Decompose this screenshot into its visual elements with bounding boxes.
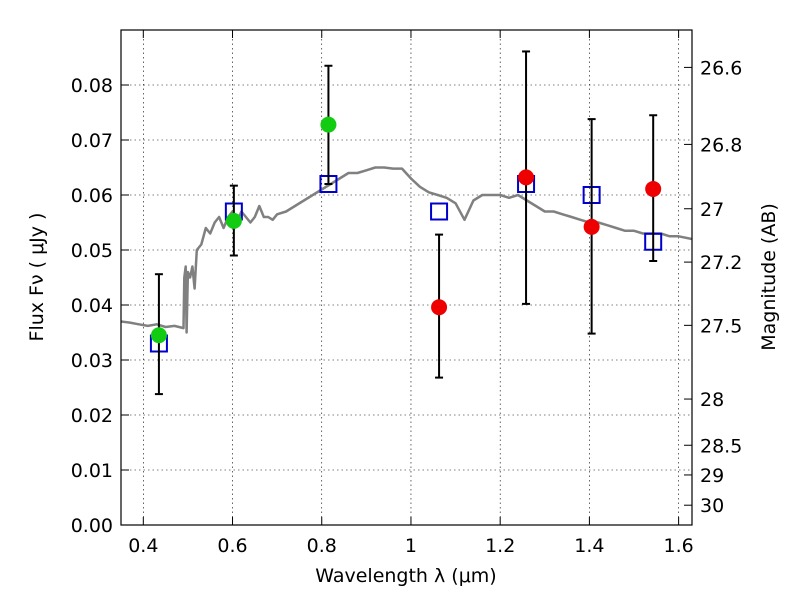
data-point [645,180,662,197]
marks-layer [149,50,663,396]
spectrum-layer [121,166,692,334]
x-tick-label: 1.4 [574,535,604,557]
y-tick-label: 0.02 [71,405,113,427]
x-tick-label: 0.6 [217,535,247,557]
data-point [583,218,600,235]
data-point [320,116,337,133]
grid [121,30,692,526]
y-tick-label: 0.01 [71,460,113,482]
y-tick-label: 0.05 [71,240,113,262]
plot-frame [120,29,693,526]
ticks: 0.4 0.6 0.8 1 1.2 1.4 1.6 0.00 0.01 0.02 0.03 0.04 0… [71,30,742,557]
right-tick-label: 27 [700,199,724,221]
y-axis-label: Flux Fν ( μJy ) [26,213,48,342]
right-tick-label: 27.5 [700,315,742,337]
right-tick-label: 26.8 [700,134,742,156]
data-point [431,299,448,316]
right-tick-label: 30 [700,495,724,517]
right-tick-label: 28 [700,389,724,411]
y-tick-label: 0.07 [71,130,113,152]
plot-background [121,30,692,525]
y-tick-label: 0.00 [71,515,113,537]
data-point [225,212,242,229]
x-tick-label: 1.2 [485,535,515,557]
x-tick-label: 1 [405,535,417,557]
data-point [150,327,167,344]
y-tick-label: 0.08 [71,75,113,97]
model-square [430,202,449,221]
x-axis-label: Wavelength λ (μm) [315,565,496,587]
data-point [518,169,535,186]
x-tick-label: 0.4 [128,535,158,557]
y-tick-label: 0.03 [71,350,113,372]
spectrum-line [121,166,692,334]
y-tick-label: 0.04 [71,295,113,317]
y-axis-label-right: Magnitude (AB) [758,203,780,351]
right-tick-label: 28.5 [700,435,742,457]
right-tick-label: 26.6 [700,57,742,79]
x-tick-label: 1.6 [664,535,694,557]
x-tick-label: 0.8 [307,535,337,557]
right-tick-label: 29 [700,465,724,487]
y-tick-label: 0.06 [71,185,113,207]
right-tick-label: 27.2 [700,252,742,274]
